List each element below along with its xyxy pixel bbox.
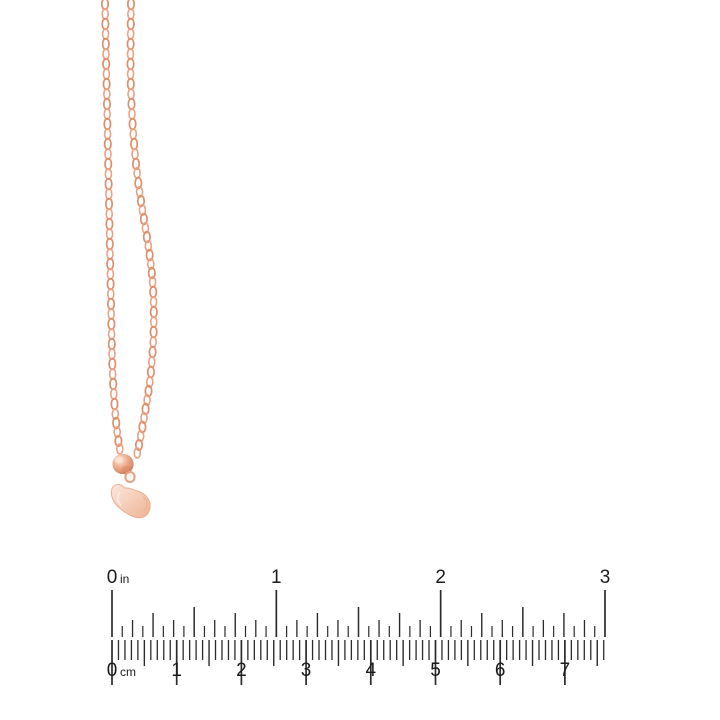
inch-label: 0	[107, 567, 118, 588]
cm-label-group: 0 cm 1 2 3 4 5 6 7	[107, 660, 570, 681]
right-chain-strand	[126, 0, 158, 459]
cm-label: 2	[236, 660, 247, 681]
cm-label: 7	[560, 660, 571, 681]
bead-accent	[112, 454, 136, 484]
inch-unit-label: in	[120, 572, 129, 586]
cm-unit-label: cm	[120, 665, 136, 679]
inch-tick-group	[111, 590, 606, 637]
cm-label: 0	[107, 660, 118, 681]
cm-label: 6	[495, 660, 506, 681]
inch-label: 1	[271, 567, 282, 588]
cm-label: 3	[301, 660, 312, 681]
cm-tick-group	[111, 640, 605, 685]
inch-label-group: 0 in 1 2 3	[107, 567, 611, 588]
inch-label: 2	[435, 567, 446, 588]
heart-charm	[110, 484, 151, 519]
cm-label: 1	[171, 660, 182, 681]
cm-label: 4	[366, 660, 377, 681]
inch-label: 3	[600, 567, 611, 588]
dual-scale-ruler: 0 in 1 2 3 0 cm 1 2 3 4 5 6 7	[0, 540, 720, 685]
cm-label: 5	[430, 660, 441, 681]
product-photo-necklace	[100, 0, 158, 519]
left-chain-strand	[100, 0, 124, 455]
